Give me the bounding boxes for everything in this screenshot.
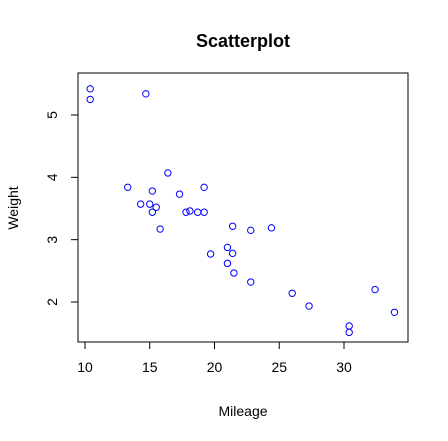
data-point (86, 95, 94, 104)
chart-title: Scatterplot (196, 31, 290, 51)
data-point (247, 226, 255, 235)
x-tick-label: 25 (271, 359, 287, 375)
y-tick-label: 4 (44, 173, 60, 181)
data-point (86, 85, 94, 93)
x-tick-label: 15 (142, 359, 158, 375)
data-point (164, 169, 172, 177)
data-point (247, 278, 255, 286)
data-point (267, 224, 276, 232)
y-tick-label: 2 (44, 298, 60, 306)
x-tick-label: 10 (77, 359, 93, 375)
plot-frame (77, 72, 409, 343)
y-axis-label: Weight (5, 186, 21, 229)
data-point (223, 259, 232, 268)
data-point (371, 285, 379, 294)
data-point (228, 249, 237, 258)
data-point (223, 243, 232, 252)
data-point (345, 322, 353, 330)
data-point (142, 90, 150, 98)
x-axis: 10 15 20 25 30 (77, 341, 352, 375)
x-tick-label: 30 (336, 359, 352, 375)
data-point (148, 187, 157, 195)
y-axis: 2 3 4 5 (44, 111, 79, 306)
data-point (156, 225, 164, 233)
data-point (186, 207, 194, 215)
y-tick-label: 3 (44, 236, 60, 244)
data-point (200, 208, 208, 216)
data-point (200, 183, 208, 192)
data-point (175, 190, 184, 198)
data-point (136, 200, 145, 208)
data-point (288, 289, 296, 297)
data-point (206, 250, 215, 258)
x-axis-label: Mileage (218, 403, 267, 419)
data-point (124, 183, 132, 192)
data-point (148, 208, 157, 216)
data-point (146, 200, 154, 208)
x-tick-label: 20 (207, 359, 223, 375)
data-point (182, 208, 190, 216)
data-point (152, 203, 160, 211)
data-point (228, 222, 237, 230)
data-point (390, 308, 399, 316)
data-points (86, 85, 399, 337)
data-point (345, 328, 353, 337)
data-point (230, 269, 238, 277)
data-point (193, 208, 202, 216)
y-tick-label: 5 (44, 111, 60, 119)
data-point (305, 302, 313, 310)
